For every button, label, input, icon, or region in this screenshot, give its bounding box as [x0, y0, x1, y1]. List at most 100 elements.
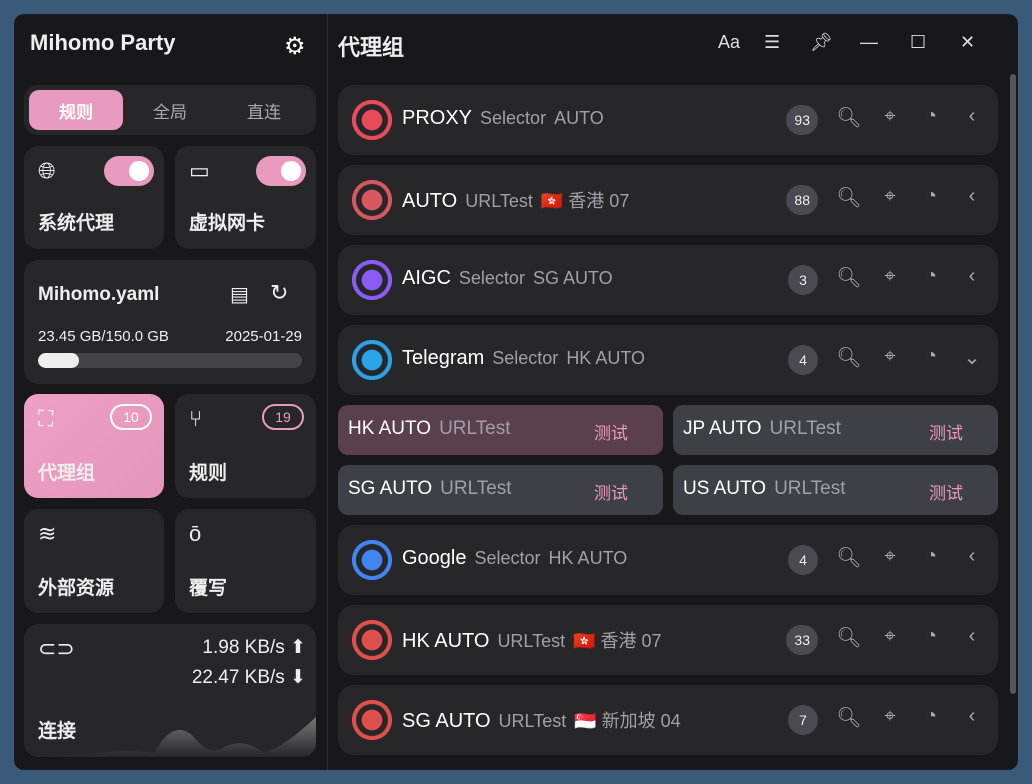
- settings-gear-icon[interactable]: ⚙: [284, 33, 306, 60]
- nav-label: 外部资源: [38, 578, 115, 599]
- search-icon[interactable]: 🔍︎: [836, 547, 862, 569]
- system-proxy-card[interactable]: 🌐︎ 系统代理: [24, 146, 164, 249]
- proxy-group-row[interactable]: AIGC Selector SG AUTO 3 🔍︎ ⌖ ◔ ‹: [338, 245, 998, 315]
- proxy-group-row[interactable]: Google Selector HK AUTO 4 🔍︎ ⌖ ◔ ‹: [338, 525, 998, 595]
- tun-card[interactable]: ▭ 虚拟网卡: [175, 146, 316, 249]
- search-icon[interactable]: 🔍︎: [836, 347, 862, 369]
- test-button[interactable]: 测试: [594, 484, 628, 503]
- proxy-group-row[interactable]: SG AUTO URLTest 🇸🇬 新加坡 04 7 🔍︎ ⌖ ◔ ‹: [338, 685, 998, 755]
- proxy-group-row[interactable]: HK AUTO URLTest 🇭🇰 香港 07 33 🔍︎ ⌖ ◔ ‹: [338, 605, 998, 675]
- proxy-item[interactable]: HK AUTO URLTest 测试: [338, 405, 663, 455]
- group-name-text: SG AUTO: [402, 710, 491, 732]
- speedtest-icon[interactable]: ◔: [924, 705, 938, 727]
- layers-icon: ≋: [38, 521, 57, 546]
- nav-proxy-groups[interactable]: ⛶ 10 代理组: [24, 394, 164, 498]
- rules-icon: ⑂: [189, 406, 203, 431]
- search-icon[interactable]: 🔍︎: [836, 187, 862, 209]
- app-window: Mihomo Party ⚙ 规则 全局 直连 🌐︎ 系统代理 ▭ 虚拟网卡 M…: [14, 14, 1018, 770]
- download-arrow-icon: ⬇: [290, 667, 306, 688]
- mode-global[interactable]: 全局: [153, 102, 187, 122]
- group-current: 🇭🇰 香港 07: [573, 631, 662, 651]
- proxy-group-row[interactable]: PROXY Selector AUTO 93 🔍︎ ⌖ ◔ ‹: [338, 85, 998, 155]
- proxy-item[interactable]: SG AUTO URLTest 测试: [338, 465, 663, 515]
- card-label: 虚拟网卡: [189, 213, 266, 234]
- profile-date: 2025-01-29: [225, 328, 302, 345]
- locate-icon[interactable]: ⌖: [884, 185, 896, 207]
- group-name-text: PROXY: [402, 107, 473, 129]
- font-toggle-button[interactable]: Aa: [718, 32, 741, 52]
- mode-direct[interactable]: 直连: [247, 102, 281, 122]
- nav-connections[interactable]: ⊂⊃ 1.98 KB/s ⬆ 22.47 KB/s ⬇ 连接: [24, 624, 316, 757]
- group-icon: [352, 540, 392, 580]
- group-type: URLTest: [465, 191, 533, 211]
- chevron-left-icon[interactable]: ‹: [968, 105, 976, 127]
- locate-icon[interactable]: ⌖: [884, 705, 896, 727]
- chevron-down-icon[interactable]: ⌄: [963, 347, 981, 369]
- locate-icon[interactable]: ⌖: [884, 265, 896, 287]
- proxy-name: JP AUTO URLTest: [683, 418, 841, 440]
- search-icon[interactable]: 🔍︎: [836, 107, 862, 129]
- traffic-sparkline: [24, 717, 316, 757]
- locate-icon[interactable]: ⌖: [884, 105, 896, 127]
- speedtest-icon[interactable]: ◔: [924, 265, 938, 287]
- proxy-type: URLTest: [440, 478, 512, 499]
- minimize-button[interactable]: —: [860, 32, 878, 52]
- speedtest-icon[interactable]: ◔: [924, 545, 938, 567]
- scrollbar[interactable]: [1010, 74, 1016, 694]
- proxy-group-row[interactable]: AUTO URLTest 🇭🇰 香港 07 88 🔍︎ ⌖ ◔ ‹: [338, 165, 998, 235]
- locate-icon[interactable]: ⌖: [884, 545, 896, 567]
- group-name: SG AUTO URLTest 🇸🇬 新加坡 04: [402, 707, 681, 733]
- close-button[interactable]: ✕: [960, 32, 976, 52]
- group-name: PROXY Selector AUTO: [402, 107, 604, 130]
- maximize-button[interactable]: ☐: [910, 32, 927, 52]
- nav-override[interactable]: ō 覆写: [175, 509, 316, 613]
- group-name: Telegram Selector HK AUTO: [402, 347, 645, 370]
- proxy-group-row[interactable]: Telegram Selector HK AUTO 4 🔍︎ ⌖ ◔ ⌄: [338, 325, 998, 395]
- proxy-name-text: SG AUTO: [348, 478, 433, 499]
- group-name-text: HK AUTO: [402, 630, 490, 652]
- search-icon[interactable]: 🔍︎: [836, 627, 862, 649]
- group-type: Selector: [474, 548, 541, 568]
- chevron-left-icon[interactable]: ‹: [968, 265, 976, 287]
- group-current: HK AUTO: [566, 348, 646, 368]
- group-name-text: AIGC: [402, 267, 451, 289]
- locate-icon[interactable]: ⌖: [884, 345, 896, 367]
- menu-lines-icon[interactable]: ☰: [764, 32, 781, 52]
- mode-rule[interactable]: 规则: [29, 90, 123, 130]
- test-button[interactable]: 测试: [594, 424, 628, 443]
- tun-toggle[interactable]: [256, 156, 306, 186]
- card-label: 系统代理: [38, 213, 115, 234]
- chevron-left-icon[interactable]: ‹: [968, 545, 976, 567]
- proxy-item[interactable]: US AUTO URLTest 测试: [673, 465, 998, 515]
- refresh-icon[interactable]: ↻: [270, 280, 289, 305]
- nav-rules[interactable]: ⑂ 19 规则: [175, 394, 316, 498]
- speedtest-icon[interactable]: ◔: [924, 185, 938, 207]
- chevron-left-icon[interactable]: ‹: [968, 185, 976, 207]
- proxy-name: SG AUTO URLTest: [348, 478, 512, 500]
- search-icon[interactable]: 🔍︎: [836, 267, 862, 289]
- search-icon[interactable]: 🔍︎: [836, 707, 862, 729]
- edit-file-icon[interactable]: ▤: [230, 284, 249, 306]
- speedtest-icon[interactable]: ◔: [924, 345, 938, 367]
- group-name: AUTO URLTest 🇭🇰 香港 07: [402, 187, 629, 213]
- proxy-type: URLTest: [774, 478, 846, 499]
- pin-icon[interactable]: 📌︎: [810, 32, 833, 52]
- group-current: SG AUTO: [532, 268, 613, 288]
- nav-resources[interactable]: ≋ 外部资源: [24, 509, 164, 613]
- system-proxy-toggle[interactable]: [104, 156, 154, 186]
- chevron-left-icon[interactable]: ‹: [968, 705, 976, 727]
- test-button[interactable]: 测试: [929, 484, 963, 503]
- proxy-type: URLTest: [769, 418, 841, 439]
- mode-switcher: 规则 全局 直连: [24, 85, 316, 135]
- speedtest-icon[interactable]: ◔: [924, 625, 938, 647]
- speedtest-icon[interactable]: ◔: [924, 105, 938, 127]
- proxy-item[interactable]: JP AUTO URLTest 测试: [673, 405, 998, 455]
- nav-label: 规则: [189, 463, 228, 484]
- locate-icon[interactable]: ⌖: [884, 625, 896, 647]
- group-name: AIGC Selector SG AUTO: [402, 267, 613, 290]
- test-button[interactable]: 测试: [929, 424, 963, 443]
- profile-usage: 23.45 GB/150.0 GB: [38, 328, 169, 345]
- profile-card[interactable]: Mihomo.yaml ▤ ↻ 23.45 GB/150.0 GB 2025-0…: [24, 260, 316, 384]
- chevron-left-icon[interactable]: ‹: [968, 625, 976, 647]
- app-logo: Mihomo Party: [30, 30, 176, 55]
